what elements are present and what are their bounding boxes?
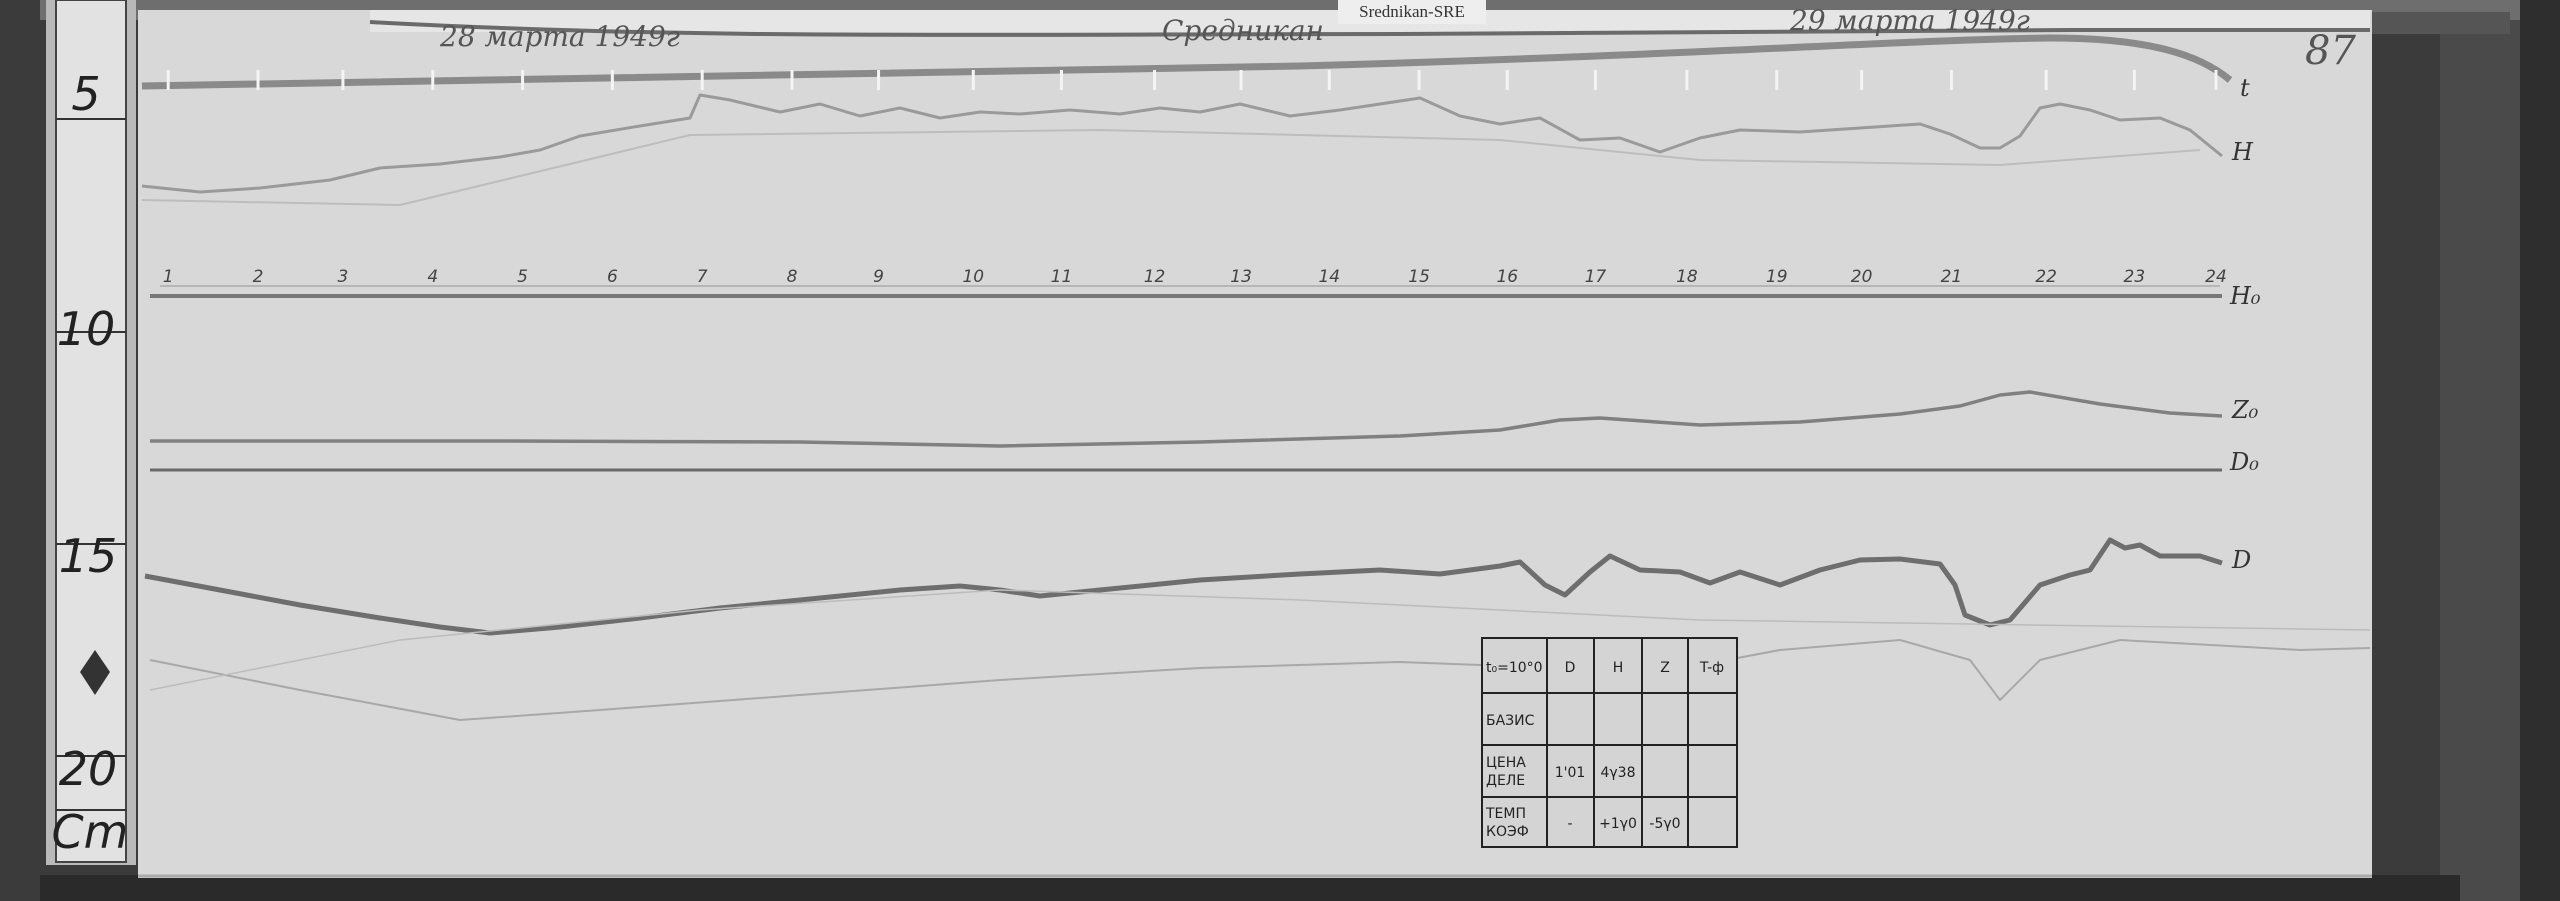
ruler-mark-20: 20 — [59, 742, 118, 796]
table-header-Z: Z — [1660, 660, 1670, 676]
hour-label: 13 — [1230, 267, 1252, 287]
table-row-temp-2: КОЭФ — [1486, 824, 1529, 840]
trace-H — [141, 93, 2223, 194]
ruler-mark-5: 5 — [71, 67, 100, 121]
hour-label: 3 — [338, 267, 349, 287]
label-D: D — [2231, 546, 2251, 574]
hour-label: 23 — [2124, 267, 2146, 287]
cm-ruler: 5 10 15 20 Cm — [46, 0, 136, 865]
ruler-mark-15: 15 — [59, 529, 118, 583]
hour-label: 16 — [1496, 267, 1518, 287]
hour-label: 2 — [253, 267, 264, 287]
table-header-t0: t₀=10°0 — [1486, 660, 1543, 676]
hour-label: 18 — [1676, 267, 1698, 287]
hour-label: 6 — [607, 267, 618, 287]
table-row-scale-1: ЦЕНА — [1486, 755, 1526, 771]
hour-label: 15 — [1408, 267, 1430, 287]
hour-label: 19 — [1766, 267, 1788, 287]
table-header-D: D — [1565, 660, 1576, 676]
trace-Z — [150, 390, 2223, 448]
hour-label: 14 — [1318, 267, 1340, 287]
table-row-temp-1: ТЕМП — [1485, 806, 1526, 822]
trace-t — [141, 34, 2233, 90]
constants-table: t₀=10°0 D H Z T-ф БАЗИС ЦЕНА ДЕЛЕ 1'01 4… — [1481, 637, 1738, 848]
station-sticker: Srednikan-SRE — [1338, 0, 1486, 24]
table-scale-D: 1'01 — [1555, 765, 1586, 781]
hour-label: 20 — [1851, 267, 1873, 287]
svg-text:Srednikan-SRE: Srednikan-SRE — [1359, 2, 1465, 21]
date-left: 28 марта 1949г — [439, 20, 680, 53]
hour-label: 4 — [427, 267, 438, 287]
table-temp-H: +1γ0 — [1599, 816, 1637, 832]
table-temp-D: - — [1567, 816, 1572, 832]
hour-label: 21 — [1941, 267, 1963, 287]
magnetogram-paper — [138, 10, 2372, 878]
hour-label: 1 — [163, 267, 174, 287]
table-header-Tf: T-ф — [1699, 660, 1724, 676]
station-name: Средникан — [1162, 14, 1324, 47]
table-scale-H: 4γ38 — [1600, 765, 1635, 781]
hour-label: 11 — [1051, 267, 1073, 287]
hour-label: 12 — [1144, 267, 1166, 287]
label-D0: D₀ — [2229, 448, 2259, 476]
hour-label: 8 — [787, 267, 798, 287]
date-right: 29 марта 1949г — [1789, 4, 2030, 37]
diamond-icon — [80, 650, 110, 695]
hour-label: 17 — [1585, 267, 1607, 287]
hour-scale: 1 2 3 4 5 6 7 8 9 10 11 12 13 14 15 16 17 18 19 20 21 22 23 24 — [163, 70, 2227, 287]
hour-label: 22 — [2035, 267, 2057, 287]
ruler-unit: Cm — [52, 805, 129, 859]
label-Z0: Z₀ — [2231, 396, 2259, 424]
table-header-H: H — [1613, 660, 1624, 676]
label-H: H — [2231, 138, 2254, 166]
table-temp-Z: -5γ0 — [1649, 816, 1680, 832]
ruler-mark-10: 10 — [57, 302, 116, 356]
hour-label: 7 — [697, 267, 708, 287]
hour-label: 9 — [873, 267, 884, 287]
sheet-number: 87 — [2305, 28, 2356, 74]
hour-label: 24 — [2205, 267, 2227, 287]
table-row-scale-2: ДЕЛЕ — [1486, 773, 1525, 789]
table-row-basis: БАЗИС — [1486, 713, 1535, 729]
label-H0: H₀ — [2229, 282, 2261, 310]
label-t: t — [2240, 74, 2250, 102]
hour-label: 5 — [517, 267, 528, 287]
hour-label: 10 — [962, 267, 984, 287]
